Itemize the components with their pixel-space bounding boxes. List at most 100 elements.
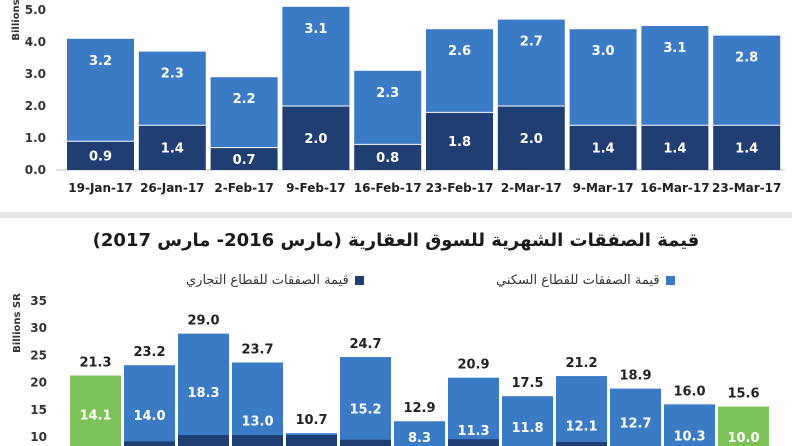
bar-residential-value-label: 11.8 — [511, 421, 543, 436]
bar-lower — [67, 141, 134, 170]
y-tick-label: 30 — [30, 321, 47, 335]
bar-lower-value-label: 0.9 — [89, 150, 112, 165]
bar-upper-value-label: 2.8 — [735, 51, 758, 66]
bar-residential-value-label: 13.0 — [241, 415, 273, 430]
bar-commercial — [340, 439, 391, 446]
bar-upper — [426, 29, 493, 113]
bar-residential-value-label: 14.1 — [79, 409, 111, 424]
x-tick-label: 9-Mar-17 — [573, 181, 634, 195]
monthly-transactions-chart: 10 15 20 25 30 35 Billions SR 21.3 14.1 23.2 14.0 2… — [12, 293, 769, 446]
bar-lower-value-label: 2.0 — [520, 132, 543, 147]
y-tick-label: 4.0 — [25, 35, 46, 49]
bar-residential — [556, 376, 607, 446]
bar-upper-value-label: 2.3 — [376, 86, 399, 101]
bar-lower-value-label: 1.4 — [592, 142, 615, 157]
bar-commercial — [232, 435, 283, 446]
bar-lower — [138, 125, 206, 170]
bar-upper — [713, 35, 781, 126]
y-tick-label: 3.0 — [25, 67, 46, 81]
bar-upper-value-label: 3.0 — [592, 44, 615, 59]
bar-commercial — [124, 441, 175, 446]
bar-upper-value-label: 3.1 — [663, 41, 686, 56]
x-tick-label: 23-Feb-17 — [426, 181, 494, 195]
x-tick-label: 16-Mar-17 — [640, 181, 709, 195]
x-tick-label: 9-Feb-17 — [286, 181, 345, 195]
chart-title: قيمة الصفقات الشهرية للسوق العقارية (مار… — [92, 230, 700, 251]
bar-lower-value-label: 2.0 — [304, 132, 327, 147]
bar-residential — [178, 333, 229, 446]
bar-upper — [210, 77, 278, 148]
legend-commercial: قيمة الصفقات للقطاع التجاري — [186, 273, 364, 288]
bar-upper — [641, 26, 709, 126]
bar-residential — [232, 362, 283, 446]
legend-residential: قيمة الصفقات للقطاع السكني — [496, 273, 675, 288]
bar-upper — [497, 19, 565, 107]
bar-residential-value-label: 11.3 — [457, 424, 489, 439]
bar-lower — [282, 106, 350, 170]
y-axis-label: Billions — [11, 0, 22, 41]
bar-residential — [718, 406, 769, 446]
bar-upper — [282, 6, 350, 106]
bar-commercial — [556, 441, 607, 446]
bar-residential-value-label: 15.2 — [349, 403, 381, 418]
bar-residential-value-label: 12.7 — [619, 416, 651, 431]
bar-lower — [210, 147, 278, 170]
bar-upper — [569, 29, 637, 126]
x-tick-label: 23-Mar-17 — [712, 181, 781, 195]
bar-residential-value-label: 10.0 — [727, 431, 759, 446]
y-tick-label: 2.0 — [25, 99, 46, 113]
legend-commercial-swatch — [354, 276, 364, 285]
bar-residential — [502, 396, 553, 446]
bar-residential — [448, 377, 499, 446]
x-tick-label: 2-Mar-17 — [501, 181, 562, 195]
bar-total-label: 21.3 — [79, 356, 111, 371]
bar-residential — [124, 365, 175, 446]
bar-commercial — [448, 439, 499, 446]
x-tick-label: 16-Feb-17 — [354, 181, 422, 195]
bar-upper-value-label: 2.3 — [161, 67, 184, 82]
bar-lower-value-label: 0.7 — [233, 153, 256, 168]
bar-residential-value-label: 14.0 — [133, 409, 165, 424]
bar-total-label: 10.7 — [295, 413, 327, 428]
y-axis-label: Billions SR — [12, 293, 23, 353]
bar-total-label: 21.2 — [565, 356, 597, 371]
bar-lower — [354, 144, 422, 170]
legend-commercial-label: قيمة الصفقات للقطاع التجاري — [186, 273, 349, 288]
bar-upper-value-label: 3.1 — [304, 22, 327, 37]
bar-total-label: 23.7 — [241, 342, 273, 357]
bar-lower-value-label: 1.4 — [663, 142, 686, 157]
bar-upper — [138, 51, 206, 126]
y-tick-label: 0.0 — [25, 163, 46, 177]
bar-commercial — [178, 435, 229, 446]
bar-residential-value-label: 18.3 — [187, 386, 219, 401]
bar-total-label: 20.9 — [457, 358, 489, 373]
bar-upper — [67, 38, 134, 142]
x-tick-label: 2-Feb-17 — [214, 181, 273, 195]
bar-lower-value-label: 0.8 — [376, 151, 399, 166]
bar-total-label: 24.7 — [349, 337, 381, 352]
y-tick-label: 35 — [30, 294, 47, 308]
y-tick-label: 1.0 — [25, 131, 46, 145]
bar-residential-value-label: 8.3 — [408, 431, 431, 446]
bar-total-label: 15.6 — [727, 387, 759, 402]
x-tick-label: 26-Jan-17 — [140, 181, 204, 195]
y-tick-label: 25 — [30, 348, 47, 362]
bar-upper-value-label: 3.2 — [89, 54, 112, 69]
bar-total-label: 17.5 — [511, 376, 543, 391]
y-tick-label: 15 — [30, 403, 47, 417]
bar-upper-value-label: 2.6 — [448, 44, 471, 59]
bar-residential-value-label: 10.3 — [673, 429, 705, 444]
legend-residential-swatch — [665, 276, 675, 285]
bar-lower-value-label: 1.4 — [735, 142, 758, 157]
bar-upper — [354, 70, 422, 145]
bar-lower — [569, 125, 637, 170]
bar-lower-value-label: 1.8 — [448, 135, 471, 150]
y-tick-label: 10 — [30, 430, 47, 444]
bar-residential — [610, 388, 661, 446]
x-tick-label: 19-Jan-17 — [68, 181, 132, 195]
bar-lower — [641, 125, 709, 170]
bar-residential — [664, 404, 715, 446]
bar-upper-value-label: 2.7 — [520, 35, 543, 50]
bar-residential — [70, 375, 121, 446]
bar-total-label: 29.0 — [187, 314, 219, 329]
